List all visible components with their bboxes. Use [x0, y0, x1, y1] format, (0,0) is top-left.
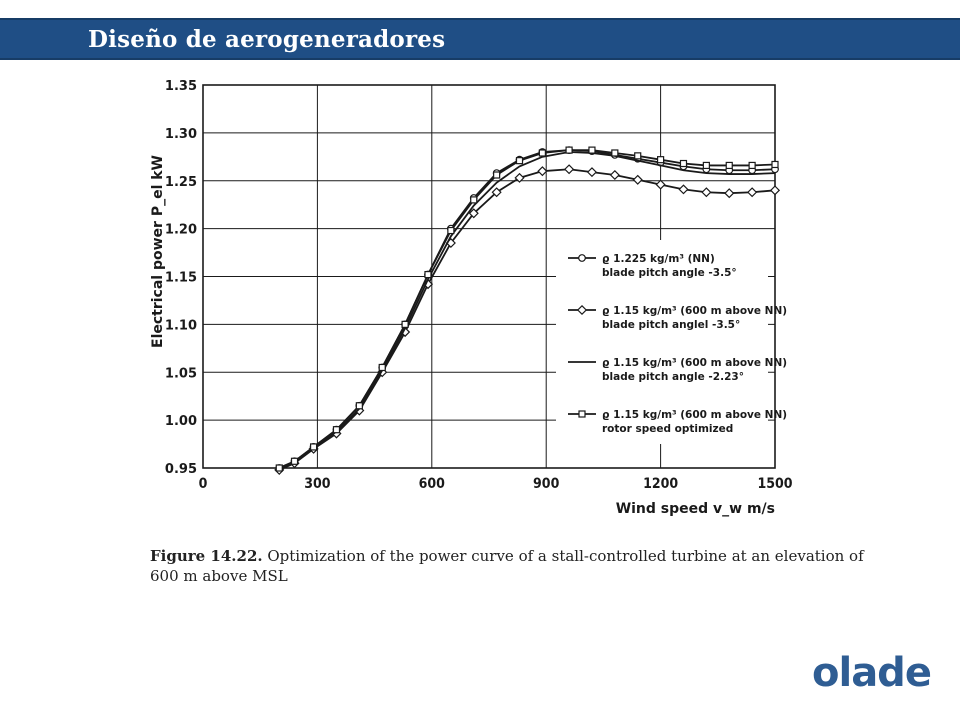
series-4-point	[401, 320, 409, 328]
series-4-point	[470, 196, 478, 204]
series-4-point	[634, 152, 642, 160]
legend-marker-4	[578, 410, 586, 418]
series-2-point	[586, 167, 598, 178]
figure-caption-text: Optimization of the power curve of a sta…	[150, 547, 864, 585]
series-2-point	[724, 188, 735, 199]
legend-label-3-line2: blade pitch angle -2.23°	[602, 371, 744, 383]
series-2-point	[564, 164, 575, 175]
y-tick-label: 1.35	[165, 79, 197, 94]
series-4-point	[656, 156, 665, 164]
series-2-point	[537, 166, 548, 177]
series-4-point	[290, 457, 299, 465]
series-2-point	[701, 187, 712, 198]
figure-caption: Figure 14.22. Optimization of the power …	[150, 546, 890, 586]
olade-logo: olade	[812, 650, 932, 696]
series-4-point	[565, 146, 573, 154]
y-axis-label: Electrical power P_el kW	[150, 155, 166, 348]
series-4-point	[355, 402, 363, 410]
x-tick-label: 600	[419, 476, 446, 492]
series-2-point	[609, 169, 620, 181]
y-tick-label: 1.00	[165, 414, 197, 429]
legend-label-4-line1: ϱ 1.15 kg/m³ (600 m above NN)	[602, 409, 787, 421]
series-4-point	[515, 157, 524, 165]
legend-label-3-line1: ϱ 1.15 kg/m³ (600 m above NN)	[602, 357, 787, 369]
series-2-point	[655, 179, 666, 190]
series-4-point	[538, 149, 546, 157]
y-tick-label: 1.05	[165, 366, 197, 381]
x-tick-label: 900	[533, 476, 560, 492]
series-4-point	[447, 226, 455, 235]
legend-label-2-line2: blade pitch anglel -3.5°	[602, 319, 740, 331]
legend-label-4-line2: rotor speed optimized	[602, 423, 733, 435]
series-4-point	[725, 161, 733, 170]
series-line-3	[278, 151, 776, 470]
series-4-point	[309, 443, 318, 451]
series-4-point	[611, 149, 619, 157]
series-4-point	[748, 161, 756, 170]
series-4-point	[702, 161, 710, 170]
series-2-point	[468, 208, 479, 219]
x-tick-label: 0	[199, 476, 208, 492]
page-title: Diseño de aerogeneradores	[88, 26, 446, 53]
legend-background	[556, 240, 768, 444]
y-tick-label: 1.20	[165, 223, 197, 238]
y-tick-label: 1.30	[165, 127, 197, 142]
series-2-point	[678, 184, 689, 195]
x-tick-label: 1500	[757, 476, 792, 492]
series-4-point	[378, 363, 386, 372]
x-tick-label: 1200	[643, 476, 678, 492]
series-4-point	[771, 160, 779, 169]
y-tick-label: 1.25	[165, 175, 197, 190]
series-2-point	[747, 187, 758, 198]
series-4-point	[588, 146, 596, 154]
legend-label-1-line1: ϱ 1.225 kg/m³ (NN)	[602, 253, 715, 265]
series-4-point	[424, 270, 432, 279]
series-2-point	[769, 185, 781, 196]
y-tick-label: 1.10	[165, 318, 197, 333]
legend-marker-2	[576, 304, 588, 316]
series-2-point	[632, 174, 643, 185]
plot-frame	[202, 84, 776, 469]
figure-caption-lead: Figure 14.22.	[150, 547, 263, 565]
series-2-point	[491, 187, 502, 198]
legend-label-1-line2: blade pitch angle -3.5°	[602, 267, 737, 279]
series-4-point	[679, 159, 688, 168]
series-4-point	[332, 426, 341, 434]
series-2-point	[514, 172, 525, 183]
y-tick-label: 1.15	[165, 271, 197, 286]
legend-label-2-line1: ϱ 1.15 kg/m³ (600 m above NN)	[602, 305, 787, 317]
y-tick-label: 0.95	[165, 462, 197, 477]
legend-marker-1	[578, 254, 586, 262]
series-4-point	[493, 171, 501, 179]
x-axis-label: Wind speed v_w m/s	[616, 501, 775, 517]
series-4-point	[275, 464, 283, 472]
x-tick-label: 300	[304, 476, 331, 492]
header-bar: Diseño de aerogeneradores	[0, 18, 960, 60]
